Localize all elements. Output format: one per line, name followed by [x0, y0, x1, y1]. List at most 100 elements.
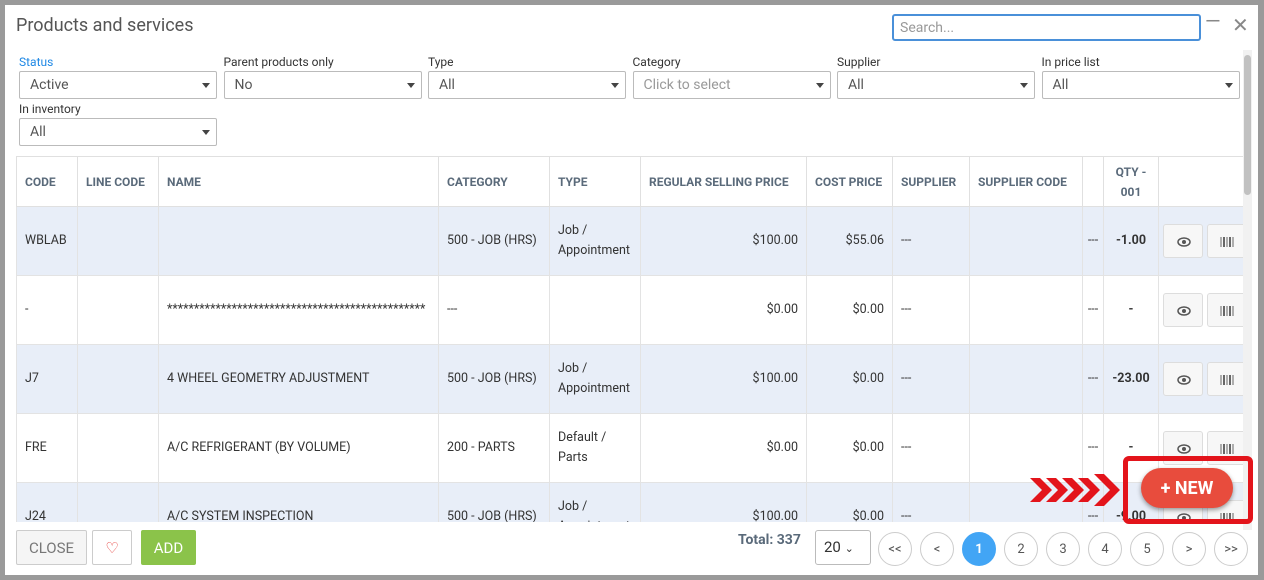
filter-select[interactable]: All: [428, 71, 626, 99]
table-row[interactable]: - ***************************************…: [16, 275, 1243, 345]
favorite-button[interactable]: ♡: [92, 530, 132, 565]
dialog-title: Products and services: [16, 15, 194, 36]
table-cell: ---: [1082, 344, 1104, 414]
close-icon[interactable]: ✕: [1232, 13, 1249, 37]
table-cell: A/C REFRIGERANT (BY VOLUME): [158, 413, 439, 483]
column-header: SUPPLIER: [892, 156, 970, 207]
table-cell: $100.00: [640, 344, 807, 414]
table-cell: [77, 413, 159, 483]
table-cell: Job / Appointment: [549, 206, 641, 276]
table-row[interactable]: J7 4 WHEEL GEOMETRY ADJUSTMENT 500 - JOB (…: [16, 344, 1243, 414]
table-row[interactable]: J24 A/C SYSTEM INSPECTION 500 - JOB (HRS) J…: [16, 482, 1243, 522]
page-size-select[interactable]: 20 ⌄: [815, 530, 871, 565]
column-header: COST PRICE: [806, 156, 893, 207]
table-cell: [969, 413, 1083, 483]
filter-label: Type: [428, 55, 454, 69]
actions-cell: [1158, 344, 1243, 414]
barcode-button[interactable]: [1207, 362, 1243, 396]
table-cell: J7: [16, 344, 78, 414]
column-header: CODE: [16, 156, 78, 207]
filter: In inventory All: [19, 102, 217, 146]
page-button[interactable]: 4: [1088, 532, 1122, 566]
filter-select[interactable]: Click to select: [632, 71, 831, 99]
table-cell: A/C SYSTEM INSPECTION: [158, 482, 439, 522]
page-button[interactable]: >>: [1214, 532, 1248, 566]
close-button[interactable]: CLOSE: [16, 530, 87, 565]
filter: Parent products only No: [223, 55, 422, 99]
table-cell: [549, 275, 641, 345]
view-button[interactable]: [1163, 224, 1203, 258]
table-cell: FRE: [16, 413, 78, 483]
actions-cell: [1158, 275, 1243, 345]
table-cell: $0.00: [640, 275, 807, 345]
column-header: [1082, 156, 1104, 207]
barcode-button[interactable]: [1207, 224, 1243, 258]
table-cell: 500 - JOB (HRS): [438, 482, 550, 522]
filter-select[interactable]: All: [837, 71, 1035, 99]
search-input[interactable]: Search...: [892, 14, 1201, 41]
table-cell: 4 WHEEL GEOMETRY ADJUSTMENT: [158, 344, 439, 414]
page-button[interactable]: 1: [962, 532, 996, 566]
add-button[interactable]: ADD: [141, 530, 196, 565]
barcode-button[interactable]: [1207, 293, 1243, 327]
table-cell: [77, 344, 159, 414]
scrollbar[interactable]: [1243, 50, 1252, 530]
column-header: [1158, 156, 1243, 207]
page-button[interactable]: 3: [1046, 532, 1080, 566]
table-cell: Job / Appointment: [549, 482, 641, 522]
filter-select[interactable]: All: [19, 118, 217, 146]
table-cell: $0.00: [806, 344, 893, 414]
view-button[interactable]: [1163, 293, 1203, 327]
table-cell: $100.00: [640, 206, 807, 276]
table-row[interactable]: WBLAB 500 - JOB (HRS) Job / Appointment $10…: [16, 206, 1243, 276]
table-cell: -1.00: [1103, 206, 1159, 276]
filter: Type All: [428, 55, 626, 99]
highlight-box: [1123, 456, 1253, 524]
table-cell: [158, 206, 439, 276]
filter: In price list All: [1041, 55, 1240, 99]
table-cell: ---: [892, 344, 970, 414]
page-button[interactable]: 5: [1130, 532, 1164, 566]
table-cell: $55.06: [806, 206, 893, 276]
page-button[interactable]: >: [1172, 532, 1206, 566]
table-cell: J24: [16, 482, 78, 522]
actions-cell: [1158, 206, 1243, 276]
filter-label: Status: [19, 55, 54, 69]
filter-label: Parent products only: [223, 55, 334, 69]
table-cell: ---: [892, 275, 970, 345]
table-cell: ---: [892, 413, 970, 483]
table-cell: ---: [438, 275, 550, 345]
filter-label: In price list: [1041, 55, 1100, 69]
page-size: 20: [824, 538, 841, 556]
table-cell: -23.00: [1103, 344, 1159, 414]
table-cell: ---: [892, 206, 970, 276]
column-header: REGULAR SELLING PRICE: [640, 156, 807, 207]
filter-select[interactable]: Active: [19, 71, 217, 99]
column-header: QTY - 001: [1103, 156, 1159, 207]
table-cell: ---: [892, 482, 970, 522]
page-button[interactable]: <: [920, 532, 954, 566]
table-cell: [969, 275, 1083, 345]
column-header: TYPE: [549, 156, 641, 207]
page-button[interactable]: <<: [878, 532, 912, 566]
filter: Status Active: [19, 55, 217, 99]
column-header: NAME: [158, 156, 439, 207]
table-cell: ---: [1082, 275, 1104, 345]
total-count: Total: 337: [738, 532, 801, 548]
view-button[interactable]: [1163, 362, 1203, 396]
table-cell: 200 - PARTS: [438, 413, 550, 483]
column-header: CATEGORY: [438, 156, 550, 207]
page-button[interactable]: 2: [1004, 532, 1038, 566]
minimize-button[interactable]: —: [1205, 9, 1221, 33]
filter-select[interactable]: All: [1041, 71, 1240, 99]
table-cell: -: [1103, 275, 1159, 345]
filter: Category Click to select: [632, 55, 831, 99]
new-button[interactable]: + NEW: [1141, 468, 1233, 508]
table-cell: 500 - JOB (HRS): [438, 206, 550, 276]
table-cell: [969, 206, 1083, 276]
filter-select[interactable]: No: [223, 71, 422, 99]
table-cell: Job / Appointment: [549, 344, 641, 414]
table-cell: [77, 482, 159, 522]
table-cell: -: [16, 275, 78, 345]
